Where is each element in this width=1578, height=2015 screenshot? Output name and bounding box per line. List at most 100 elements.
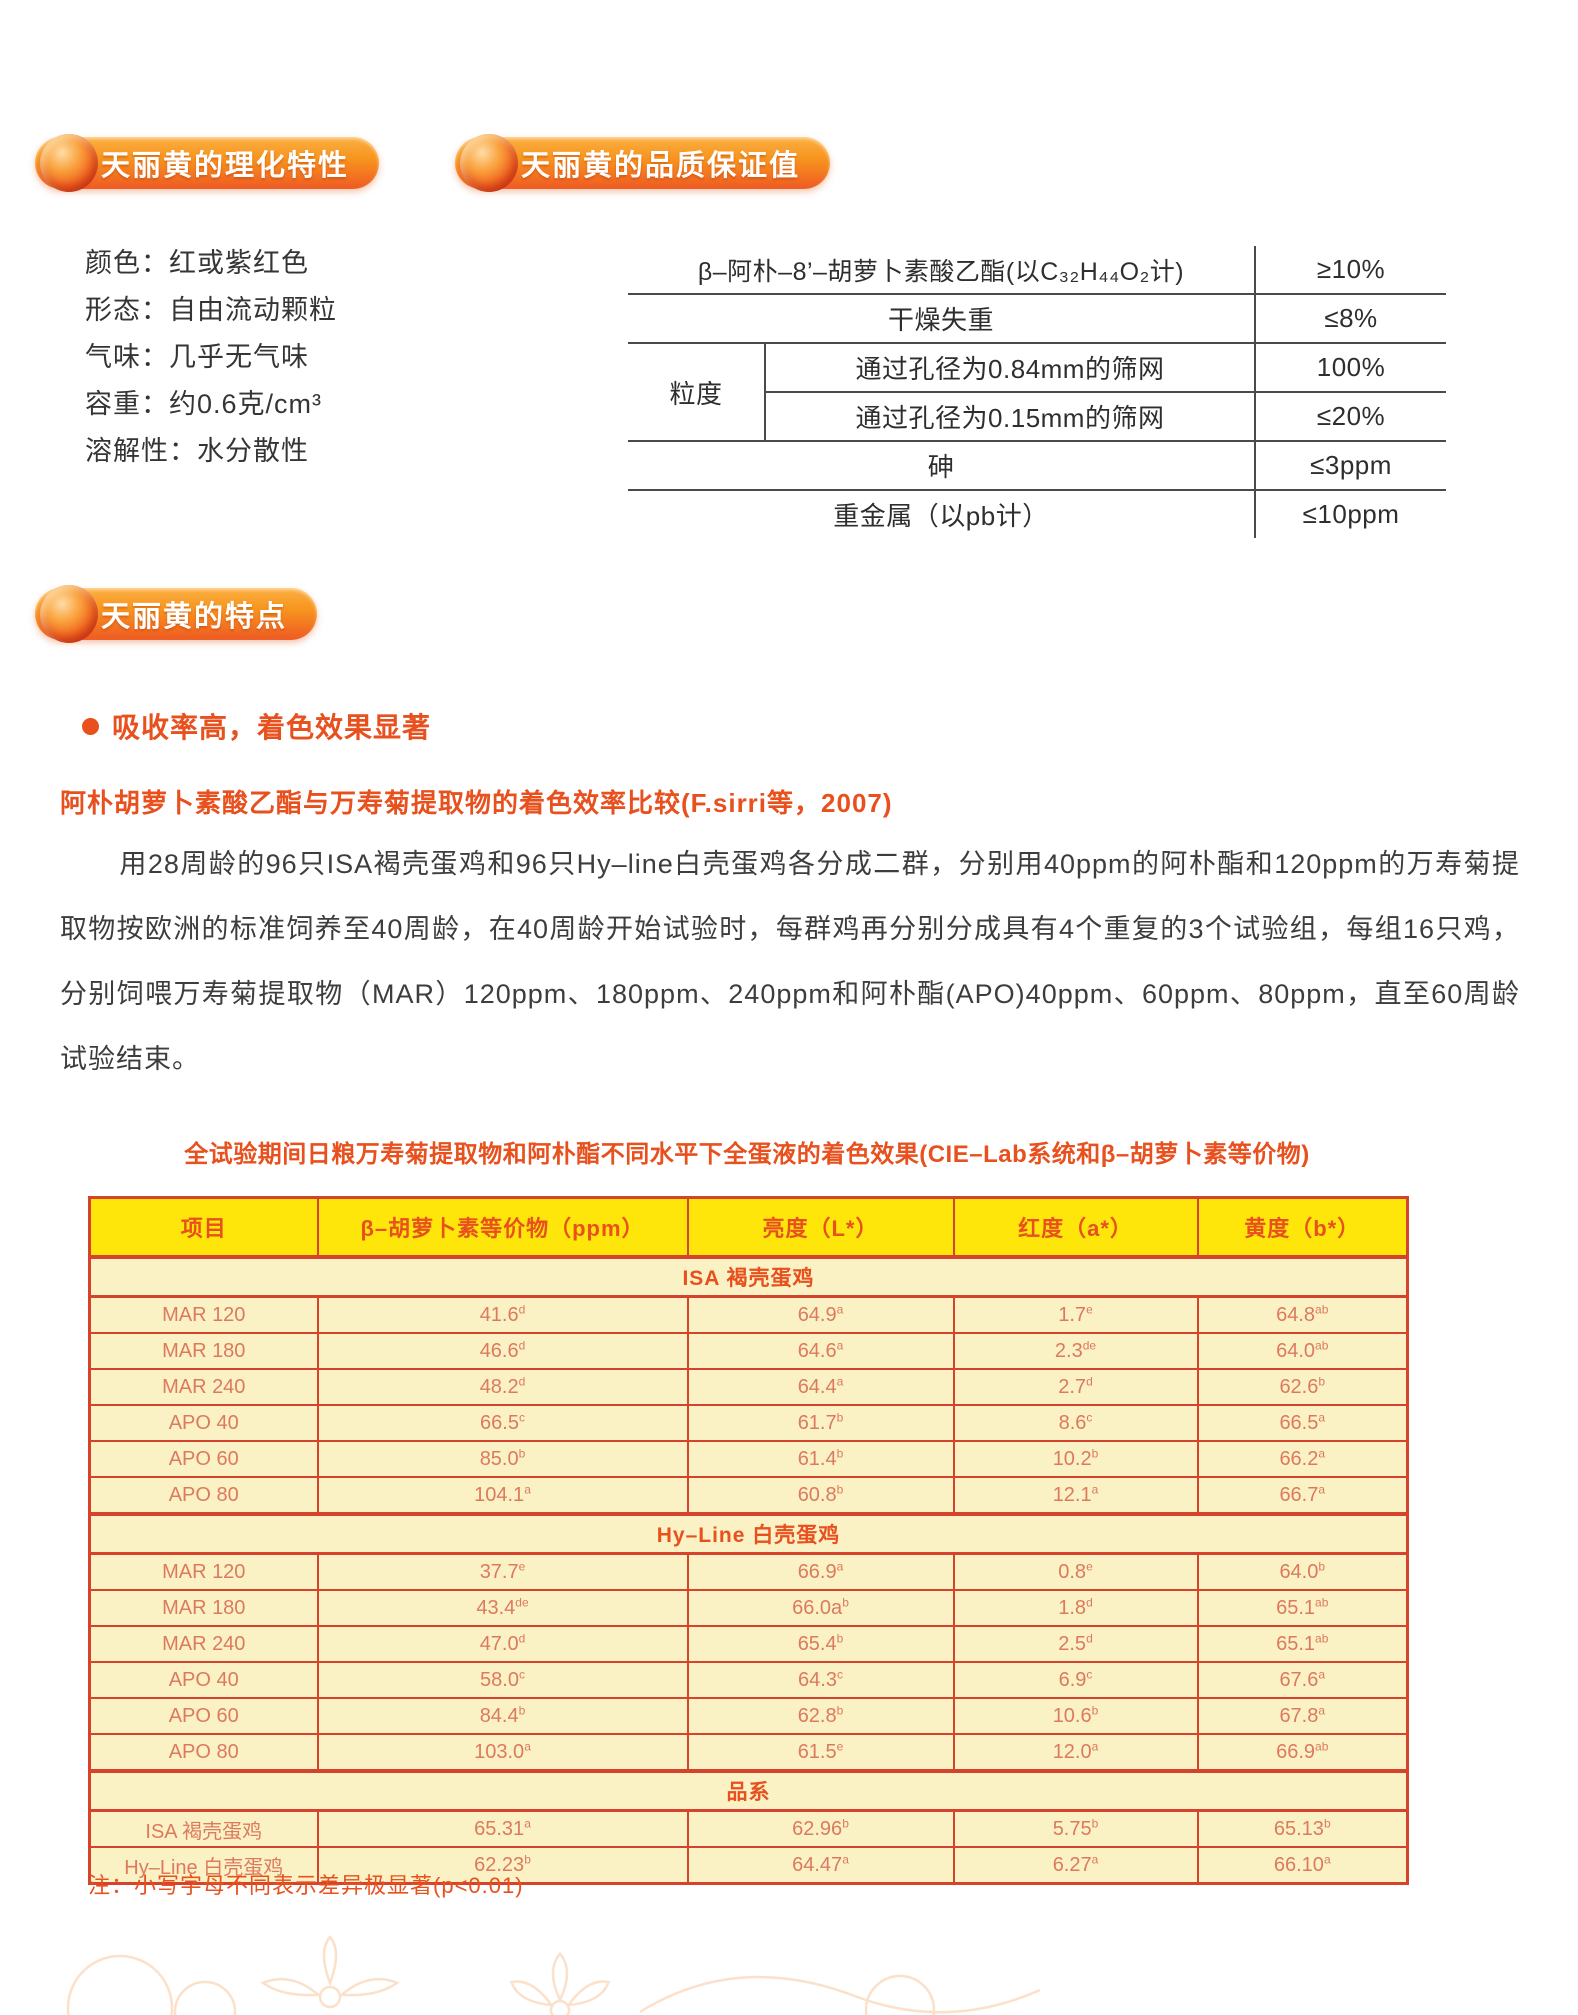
spec-arsenic-label: 砷 xyxy=(628,441,1256,491)
data-cell: 66.10a xyxy=(1196,1846,1409,1885)
row-label: MAR 240 xyxy=(88,1625,319,1663)
data-cell: 67.6a xyxy=(1196,1661,1409,1699)
group-subheader-label: Hy–Line 白壳蛋鸡 xyxy=(88,1512,1409,1555)
table-row: MAR 180 43.4de 66.0ab 1.8d 65.1ab xyxy=(88,1589,1409,1627)
feature-bullet-line: 吸收率高，着色效果显著 xyxy=(82,706,431,746)
data-cell: 10.6b xyxy=(952,1697,1199,1735)
table-row: MAR 120 37.7e 66.9a 0.8e 64.0b xyxy=(88,1552,1409,1591)
table-row: ISA 褐壳蛋鸡 65.31a 62.96b 5.75b 65.13b xyxy=(88,1809,1409,1848)
table-header-row: 项目 β–胡萝卜素等价物（ppm） 亮度（L*） 红度（a*） 黄度（b*） xyxy=(88,1196,1409,1259)
group-subheader-label: 品系 xyxy=(88,1769,1409,1812)
data-cell: 62.8b xyxy=(686,1697,955,1735)
section-badge-features: 天丽黄的特点 xyxy=(35,585,318,643)
table-row: MAR 240 47.0d 65.4b 2.5d 65.1ab xyxy=(88,1625,1409,1663)
data-cell: 62.23b xyxy=(316,1846,689,1885)
data-cell: 64.3c xyxy=(686,1661,955,1699)
spec-heavy-metal-value: ≤10ppm xyxy=(1254,490,1447,538)
data-cell: 61.4b xyxy=(686,1440,955,1478)
data-cell: 2.3de xyxy=(952,1332,1199,1370)
column-header-4: 黄度（b*） xyxy=(1196,1196,1409,1259)
data-cell: 64.9a xyxy=(686,1295,955,1334)
row-label: APO 40 xyxy=(88,1661,319,1699)
row-label: APO 60 xyxy=(88,1697,319,1735)
row-label: MAR 120 xyxy=(88,1552,319,1591)
row-label: APO 80 xyxy=(88,1476,319,1515)
table-row: MAR 180 46.6d 64.6a 2.3de 64.0ab xyxy=(88,1332,1409,1370)
data-cell: 64.8ab xyxy=(1196,1295,1409,1334)
data-cell: 84.4b xyxy=(316,1697,689,1735)
data-cell: 43.4de xyxy=(316,1589,689,1627)
data-cell: 6.27a xyxy=(952,1846,1199,1885)
group-subheader-label: ISA 褐壳蛋鸡 xyxy=(88,1255,1409,1298)
data-cell: 66.2a xyxy=(1196,1440,1409,1478)
section-title-properties: 天丽黄的理化特性 xyxy=(101,150,350,182)
row-label: MAR 240 xyxy=(88,1368,319,1406)
spec-row-drying-loss-value: ≤8% xyxy=(1254,294,1447,344)
badge-sphere-icon xyxy=(40,134,98,192)
property-color: 颜色：红或紫红色 xyxy=(85,248,309,278)
row-label: ISA 褐壳蛋鸡 xyxy=(88,1809,319,1848)
data-cell: 65.1ab xyxy=(1196,1625,1409,1663)
data-cell: 65.1ab xyxy=(1196,1589,1409,1627)
data-cell: 1.7e xyxy=(952,1295,1199,1334)
data-cell: 41.6d xyxy=(316,1295,689,1334)
spec-row-drying-loss-label: 干燥失重 xyxy=(628,294,1256,344)
feature-bullet-heading: 吸收率高，着色效果显著 xyxy=(112,712,432,743)
data-cell: 37.7e xyxy=(316,1552,689,1591)
study-paragraph: 用28周龄的96只ISA褐壳蛋鸡和96只Hy–line白壳蛋鸡各分成二群，分别用… xyxy=(60,849,1520,1074)
properties-list: 颜色：红或紫红色 形态：自由流动颗粒 气味：几乎无气味 容重：约0.6克/cm³… xyxy=(85,240,337,475)
data-cell: 64.6a xyxy=(686,1332,955,1370)
property-bulk-density: 容重：约0.6克/cm³ xyxy=(85,389,323,419)
data-cell: 65.13b xyxy=(1196,1809,1409,1848)
data-cell: 47.0d xyxy=(316,1625,689,1663)
data-cell: 66.9ab xyxy=(1196,1733,1409,1772)
data-cell: 64.47a xyxy=(686,1846,955,1885)
column-header-2: 亮度（L*） xyxy=(686,1196,955,1259)
row-label: Hy–Line 白壳蛋鸡 xyxy=(88,1846,319,1885)
data-cell: 5.75b xyxy=(952,1809,1199,1848)
data-cell: 6.9c xyxy=(952,1661,1199,1699)
data-cell: 1.8d xyxy=(952,1589,1199,1627)
data-cell: 66.7a xyxy=(1196,1476,1409,1515)
data-cell: 64.4a xyxy=(686,1368,955,1406)
row-label: APO 40 xyxy=(88,1404,319,1442)
section-title-features: 天丽黄的特点 xyxy=(101,601,288,633)
spec-row-carotenoate-label: β–阿朴–8’–胡萝卜素酸乙酯(以C₃₂H₄₄O₂计) xyxy=(628,246,1256,295)
spec-row-carotenoate-value: ≥10% xyxy=(1254,246,1447,295)
data-cell: 67.8a xyxy=(1196,1697,1409,1735)
row-label: MAR 120 xyxy=(88,1295,319,1334)
data-cell: 65.31a xyxy=(316,1809,689,1848)
data-cell: 66.9a xyxy=(686,1552,955,1591)
data-cell: 66.0ab xyxy=(686,1589,955,1627)
data-cell: 62.6b xyxy=(1196,1368,1409,1406)
table-row: APO 60 84.4b 62.8b 10.6b 67.8a xyxy=(88,1697,1409,1735)
row-label: APO 60 xyxy=(88,1440,319,1478)
badge-sphere-icon xyxy=(40,585,98,643)
data-cell: 58.0c xyxy=(316,1661,689,1699)
property-form: 形态：自由流动颗粒 xyxy=(85,295,337,325)
table-row: APO 40 66.5c 61.7b 8.6c 66.5a xyxy=(88,1404,1409,1442)
row-label: MAR 180 xyxy=(88,1589,319,1627)
data-cell: 66.5a xyxy=(1196,1404,1409,1442)
column-header-0: 项目 xyxy=(88,1196,319,1259)
data-cell: 64.0ab xyxy=(1196,1332,1409,1370)
data-cell: 48.2d xyxy=(316,1368,689,1406)
spec-heavy-metal-label: 重金属（以pb计） xyxy=(833,501,1049,531)
table-row: Hy–Line 白壳蛋鸡 62.23b 64.47a 6.27a 66.10a xyxy=(88,1846,1409,1885)
data-cell: 64.0b xyxy=(1196,1552,1409,1591)
bullet-dot-icon xyxy=(82,717,99,735)
group-subheader-row: Hy–Line 白壳蛋鸡 xyxy=(88,1512,1409,1555)
data-cell: 2.7d xyxy=(952,1368,1199,1406)
section-badge-quality: 天丽黄的品质保证值 xyxy=(455,134,831,192)
quality-spec-table: β–阿朴–8’–胡萝卜素酸乙酯(以C₃₂H₄₄O₂计) ≥10% 干燥失重 ≤8… xyxy=(628,246,1447,538)
data-cell: 61.7b xyxy=(686,1404,955,1442)
data-cell: 8.6c xyxy=(952,1404,1199,1442)
data-cell: 46.6d xyxy=(316,1332,689,1370)
property-solubility: 溶解性：水分散性 xyxy=(85,436,309,466)
data-cell: 103.0a xyxy=(316,1733,689,1772)
colour-effect-table: 项目 β–胡萝卜素等价物（ppm） 亮度（L*） 红度（a*） 黄度（b*） ISA 褐壳… xyxy=(88,1196,1409,1885)
data-cell: 85.0b xyxy=(316,1440,689,1478)
badge-sphere-icon xyxy=(460,134,518,192)
data-cell: 10.2b xyxy=(952,1440,1199,1478)
column-header-1: β–胡萝卜素等价物（ppm） xyxy=(316,1196,689,1259)
